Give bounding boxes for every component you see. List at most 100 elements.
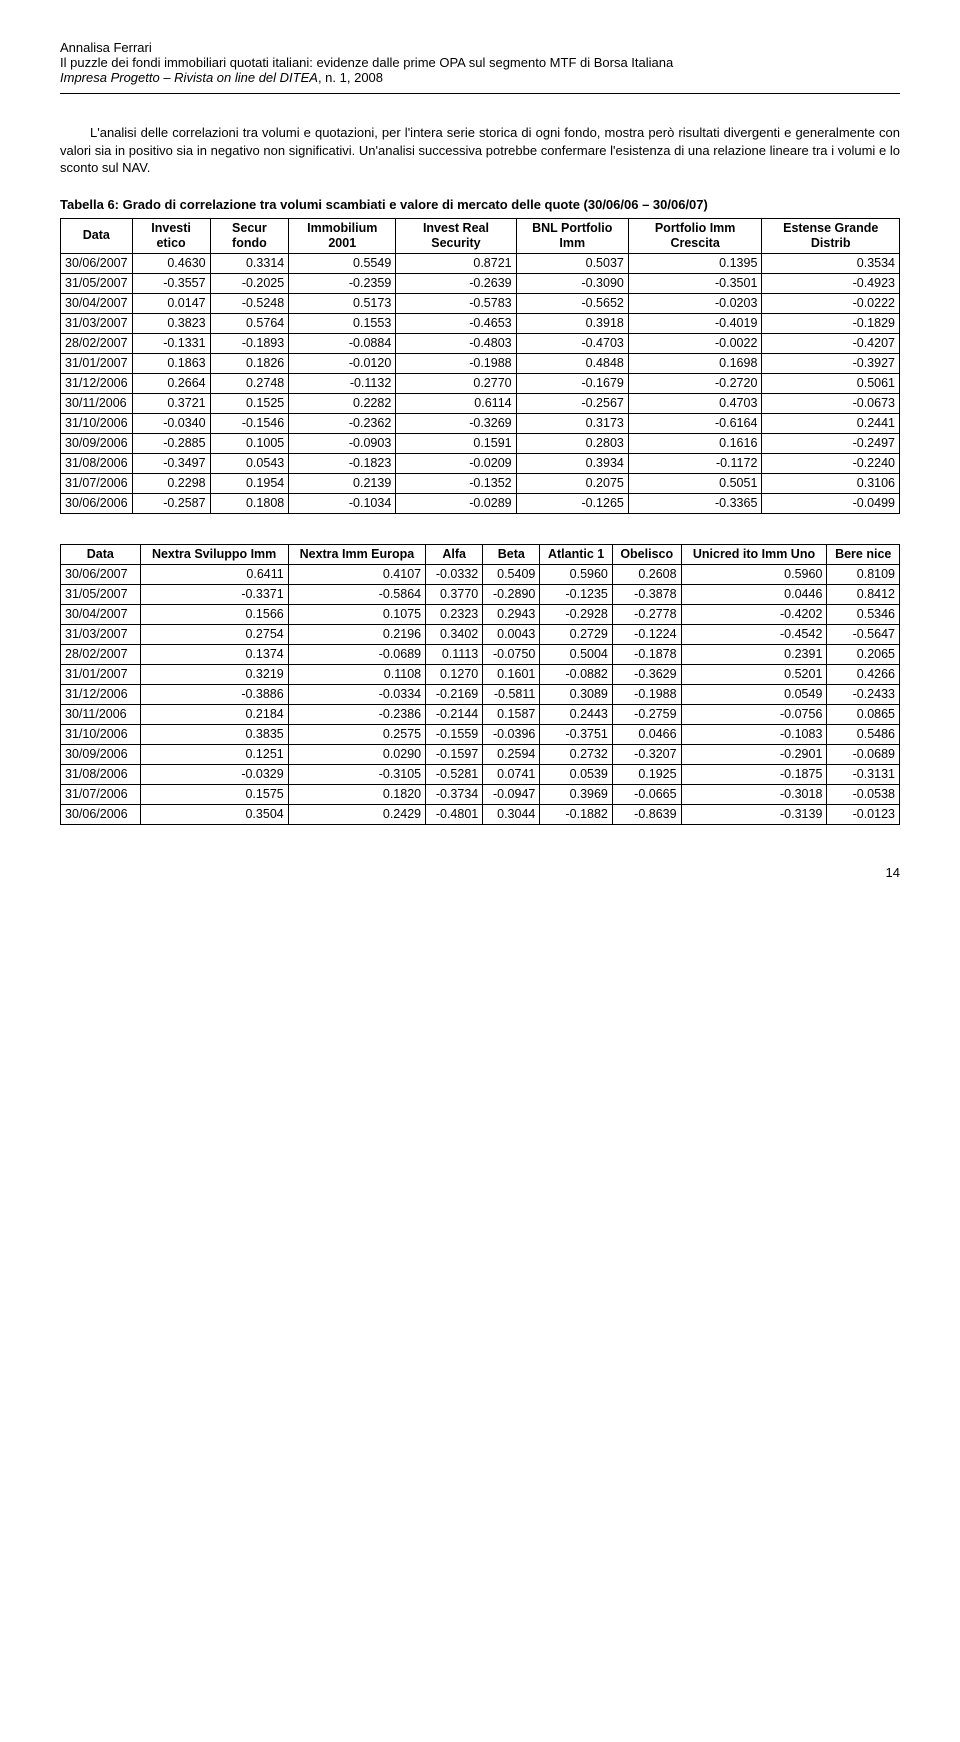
value-cell: 0.1251 [140, 744, 288, 764]
value-cell: 0.5201 [681, 664, 827, 684]
journal-line: Impresa Progetto – Rivista on line del D… [60, 70, 900, 85]
value-cell: 0.0543 [210, 453, 289, 473]
value-cell: 0.5409 [483, 564, 540, 584]
value-cell: 0.5004 [540, 644, 613, 664]
value-cell: 0.5346 [827, 604, 900, 624]
value-cell: -0.2720 [628, 373, 762, 393]
table2-col-1: Nextra Sviluppo Imm [140, 544, 288, 564]
value-cell: -0.3018 [681, 784, 827, 804]
value-cell: -0.2567 [516, 393, 628, 413]
value-cell: 0.6411 [140, 564, 288, 584]
value-cell: -0.4207 [762, 333, 900, 353]
value-cell: -0.1679 [516, 373, 628, 393]
value-cell: 0.0865 [827, 704, 900, 724]
value-cell: -0.0499 [762, 493, 900, 513]
value-cell: -0.0123 [827, 804, 900, 824]
value-cell: -0.2025 [210, 273, 289, 293]
value-cell: -0.0334 [288, 684, 425, 704]
value-cell: -0.2639 [396, 273, 516, 293]
value-cell: -0.1597 [426, 744, 483, 764]
value-cell: -0.2778 [612, 604, 681, 624]
value-cell: -0.4803 [396, 333, 516, 353]
value-cell: -0.0120 [289, 353, 396, 373]
value-cell: -0.0689 [827, 744, 900, 764]
value-cell: -0.3629 [612, 664, 681, 684]
value-cell: -0.2885 [132, 433, 210, 453]
value-cell: -0.3207 [612, 744, 681, 764]
value-cell: 0.2770 [396, 373, 516, 393]
value-cell: 0.2664 [132, 373, 210, 393]
date-cell: 30/04/2007 [61, 293, 133, 313]
value-cell: 0.3504 [140, 804, 288, 824]
value-cell: 0.2282 [289, 393, 396, 413]
table-row: 30/11/20060.37210.15250.22820.6114-0.256… [61, 393, 900, 413]
value-cell: 0.3044 [483, 804, 540, 824]
value-cell: 0.8109 [827, 564, 900, 584]
value-cell: -0.2901 [681, 744, 827, 764]
value-cell: -0.2386 [288, 704, 425, 724]
author-name: Annalisa Ferrari [60, 40, 900, 55]
value-cell: 0.0539 [540, 764, 613, 784]
table-row: 30/06/20070.64110.4107-0.03320.54090.596… [61, 564, 900, 584]
value-cell: -0.0756 [681, 704, 827, 724]
value-cell: -0.3751 [540, 724, 613, 744]
value-cell: -0.5281 [426, 764, 483, 784]
value-cell: -0.3557 [132, 273, 210, 293]
value-cell: 0.3721 [132, 393, 210, 413]
value-cell: -0.1559 [426, 724, 483, 744]
table-row: 31/10/2006-0.0340-0.1546-0.2362-0.32690.… [61, 413, 900, 433]
value-cell: -0.1882 [540, 804, 613, 824]
value-cell: -0.3131 [827, 764, 900, 784]
doc-title: Il puzzle dei fondi immobiliari quotati … [60, 55, 900, 70]
value-cell: -0.1829 [762, 313, 900, 333]
value-cell: -0.2169 [426, 684, 483, 704]
value-cell: 0.2594 [483, 744, 540, 764]
date-cell: 31/05/2007 [61, 584, 141, 604]
value-cell: -0.3269 [396, 413, 516, 433]
value-cell: 0.3219 [140, 664, 288, 684]
value-cell: -0.2359 [289, 273, 396, 293]
value-cell: 0.1616 [628, 433, 762, 453]
table2-col-0: Data [61, 544, 141, 564]
value-cell: -0.1352 [396, 473, 516, 493]
value-cell: 0.2754 [140, 624, 288, 644]
value-cell: -0.2362 [289, 413, 396, 433]
table-row: 30/11/20060.2184-0.2386-0.21440.15870.24… [61, 704, 900, 724]
value-cell: 0.2575 [288, 724, 425, 744]
date-cell: 31/01/2007 [61, 664, 141, 684]
value-cell: -0.2433 [827, 684, 900, 704]
value-cell: 0.3314 [210, 253, 289, 273]
value-cell: 0.1108 [288, 664, 425, 684]
value-cell: -0.3497 [132, 453, 210, 473]
table2-col-7: Unicred ito Imm Uno [681, 544, 827, 564]
table1-col-4: Invest Real Security [396, 218, 516, 253]
value-cell: -0.5864 [288, 584, 425, 604]
table-row: 31/08/2006-0.34970.0543-0.1823-0.02090.3… [61, 453, 900, 473]
value-cell: -0.4202 [681, 604, 827, 624]
table-row: 31/08/2006-0.0329-0.3105-0.52810.07410.0… [61, 764, 900, 784]
date-cell: 31/12/2006 [61, 684, 141, 704]
value-cell: 0.4266 [827, 664, 900, 684]
value-cell: 0.0741 [483, 764, 540, 784]
value-cell: -0.3501 [628, 273, 762, 293]
value-cell: 0.5486 [827, 724, 900, 744]
table1-col-7: Estense Grande Distrib [762, 218, 900, 253]
value-cell: 0.3534 [762, 253, 900, 273]
value-cell: -0.2928 [540, 604, 613, 624]
table1-header-row: DataInvesti eticoSecur fondoImmobilium 2… [61, 218, 900, 253]
value-cell: 0.5051 [628, 473, 762, 493]
value-cell: -0.5652 [516, 293, 628, 313]
paragraph-text: L'analisi delle correlazioni tra volumi … [60, 125, 900, 175]
journal-issue: , n. 1, 2008 [318, 70, 383, 85]
value-cell: -0.1331 [132, 333, 210, 353]
table2-col-6: Obelisco [612, 544, 681, 564]
value-cell: 0.2391 [681, 644, 827, 664]
value-cell: -0.4703 [516, 333, 628, 353]
table2-col-3: Alfa [426, 544, 483, 564]
table-row: 31/12/20060.26640.2748-0.11320.2770-0.16… [61, 373, 900, 393]
value-cell: -0.3090 [516, 273, 628, 293]
date-cell: 31/07/2006 [61, 784, 141, 804]
value-cell: -0.2587 [132, 493, 210, 513]
date-cell: 30/09/2006 [61, 744, 141, 764]
value-cell: 0.3402 [426, 624, 483, 644]
